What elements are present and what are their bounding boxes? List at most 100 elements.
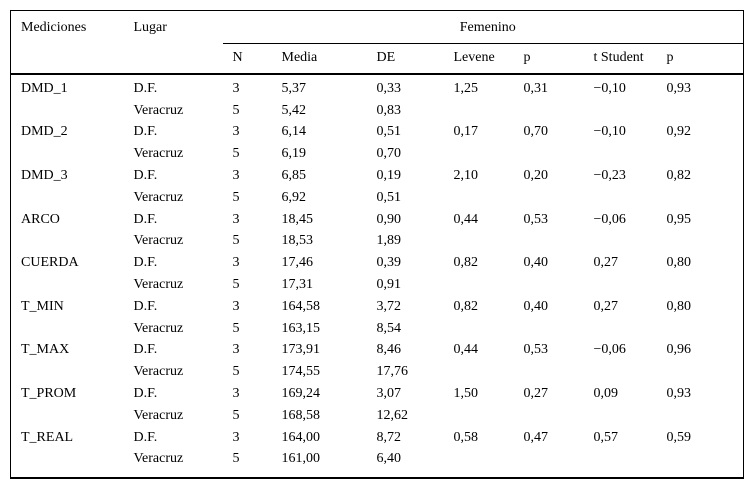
de-cell: 12,62 <box>376 407 409 423</box>
table-row: DMD_3 D.F. 3 6,85 0,19 2,10 0,20 −0,23 0,82 <box>11 165 744 187</box>
media-cell: 5,42 <box>281 102 307 118</box>
t-student-cell: −0,06 <box>593 211 626 227</box>
p-t-cell: 0,80 <box>666 298 692 314</box>
levene-cell: 0,82 <box>453 255 479 271</box>
t-student-cell: 0,57 <box>593 429 619 445</box>
t-student-cell: 0,09 <box>593 386 619 402</box>
de-cell: 0,91 <box>376 277 402 293</box>
p-levene-cell <box>514 449 584 479</box>
lugar-cell: D.F. <box>133 168 158 184</box>
levene-cell: 1,50 <box>453 386 479 402</box>
measurement-cell <box>11 100 124 122</box>
p-t-cell <box>657 274 744 296</box>
table-row: T_REAL D.F. 3 164,00 8,72 0,58 0,47 0,57 0,59 <box>11 427 744 449</box>
media-cell: 173,91 <box>281 342 321 358</box>
p-levene-cell <box>514 231 584 253</box>
p-t-cell <box>657 187 744 209</box>
media-cell: 164,00 <box>281 429 321 445</box>
media-cell: 6,14 <box>281 124 307 140</box>
lugar-cell: D.F. <box>133 429 158 445</box>
measurement-cell <box>11 187 124 209</box>
table-row: T_PROM D.F. 3 169,24 3,07 1,50 0,27 0,09 0,93 <box>11 383 744 405</box>
de-cell: 8,54 <box>376 320 402 336</box>
p-t-cell <box>657 143 744 165</box>
n-cell: 5 <box>232 364 240 380</box>
de-cell: 0,19 <box>376 168 402 184</box>
media-cell: 17,31 <box>281 277 314 293</box>
measurement-cell: T_PROM <box>21 386 77 402</box>
table-row: ARCO D.F. 3 18,45 0,90 0,44 0,53 −0,06 0,95 <box>11 209 744 231</box>
measurement-cell: CUERDA <box>21 255 79 271</box>
lugar-cell: D.F. <box>133 386 158 402</box>
measurement-cell <box>11 318 124 340</box>
p-levene-cell <box>514 361 584 383</box>
de-cell: 1,89 <box>376 233 402 249</box>
p-levene-cell <box>514 318 584 340</box>
measurement-cell: DMD_1 <box>21 80 68 96</box>
de-cell: 0,83 <box>376 102 402 118</box>
n-cell: 3 <box>232 124 240 140</box>
n-cell: 5 <box>232 407 240 423</box>
measurement-cell <box>11 449 124 479</box>
de-cell: 8,72 <box>376 429 402 445</box>
de-cell: 0,39 <box>376 255 402 271</box>
lugar-cell: D.F. <box>133 255 158 271</box>
levene-cell <box>444 405 514 427</box>
column-header-p-t: p <box>656 43 744 75</box>
media-cell: 161,00 <box>281 451 321 467</box>
t-student-cell <box>584 231 657 253</box>
de-cell: 0,51 <box>376 124 402 140</box>
levene-cell <box>444 187 514 209</box>
t-student-cell: −0,10 <box>593 80 626 96</box>
t-student-cell <box>584 100 657 122</box>
de-cell: 17,76 <box>376 364 409 380</box>
p-t-cell <box>657 318 744 340</box>
measurement-cell: DMD_3 <box>21 168 68 184</box>
p-levene-cell: 0,53 <box>523 211 549 227</box>
table-row: Veracruz 5 5,42 0,83 <box>11 100 744 122</box>
lugar-cell: Veracruz <box>133 277 184 293</box>
lugar-cell: D.F. <box>133 80 158 96</box>
p-levene-cell: 0,47 <box>523 429 549 445</box>
lugar-cell: Veracruz <box>133 364 184 380</box>
t-student-cell <box>584 361 657 383</box>
p-levene-cell: 0,20 <box>523 168 549 184</box>
de-cell: 3,07 <box>376 386 402 402</box>
media-cell: 18,53 <box>281 233 314 249</box>
media-cell: 169,24 <box>281 386 321 402</box>
de-cell: 0,70 <box>376 146 402 162</box>
t-student-cell: 0,27 <box>593 298 619 314</box>
t-student-cell: −0,10 <box>593 124 626 140</box>
column-header-levene: Levene <box>443 43 514 75</box>
p-t-cell: 0,96 <box>666 342 692 358</box>
levene-cell <box>444 274 514 296</box>
lugar-cell: Veracruz <box>133 233 184 249</box>
levene-cell: 1,25 <box>453 80 479 96</box>
lugar-cell: D.F. <box>133 211 158 227</box>
column-header-mediciones: Mediciones <box>10 10 124 75</box>
p-levene-cell <box>514 187 584 209</box>
p-t-cell: 0,59 <box>666 429 692 445</box>
table-row: Veracruz 5 163,15 8,54 <box>11 318 744 340</box>
media-cell: 17,46 <box>281 255 314 271</box>
p-t-cell <box>657 100 744 122</box>
column-header-de: DE <box>366 43 444 75</box>
table-row: Veracruz 5 168,58 12,62 <box>11 405 744 427</box>
n-cell: 3 <box>232 80 240 96</box>
de-cell: 6,40 <box>376 451 402 467</box>
measurement-cell: DMD_2 <box>21 124 68 140</box>
media-cell: 18,45 <box>281 211 314 227</box>
n-cell: 5 <box>232 451 240 467</box>
p-t-cell <box>657 361 744 383</box>
n-cell: 3 <box>232 298 240 314</box>
media-cell: 164,58 <box>281 298 321 314</box>
levene-cell: 0,82 <box>453 298 479 314</box>
table-row: Veracruz 5 6,92 0,51 <box>11 187 744 209</box>
measurement-cell <box>11 231 124 253</box>
table-row: CUERDA D.F. 3 17,46 0,39 0,82 0,40 0,27 0,80 <box>11 252 744 274</box>
measurement-cell: T_REAL <box>21 429 74 445</box>
de-cell: 3,72 <box>376 298 402 314</box>
levene-cell: 0,58 <box>453 429 479 445</box>
p-levene-cell: 0,31 <box>523 80 549 96</box>
lugar-cell: Veracruz <box>133 451 184 467</box>
